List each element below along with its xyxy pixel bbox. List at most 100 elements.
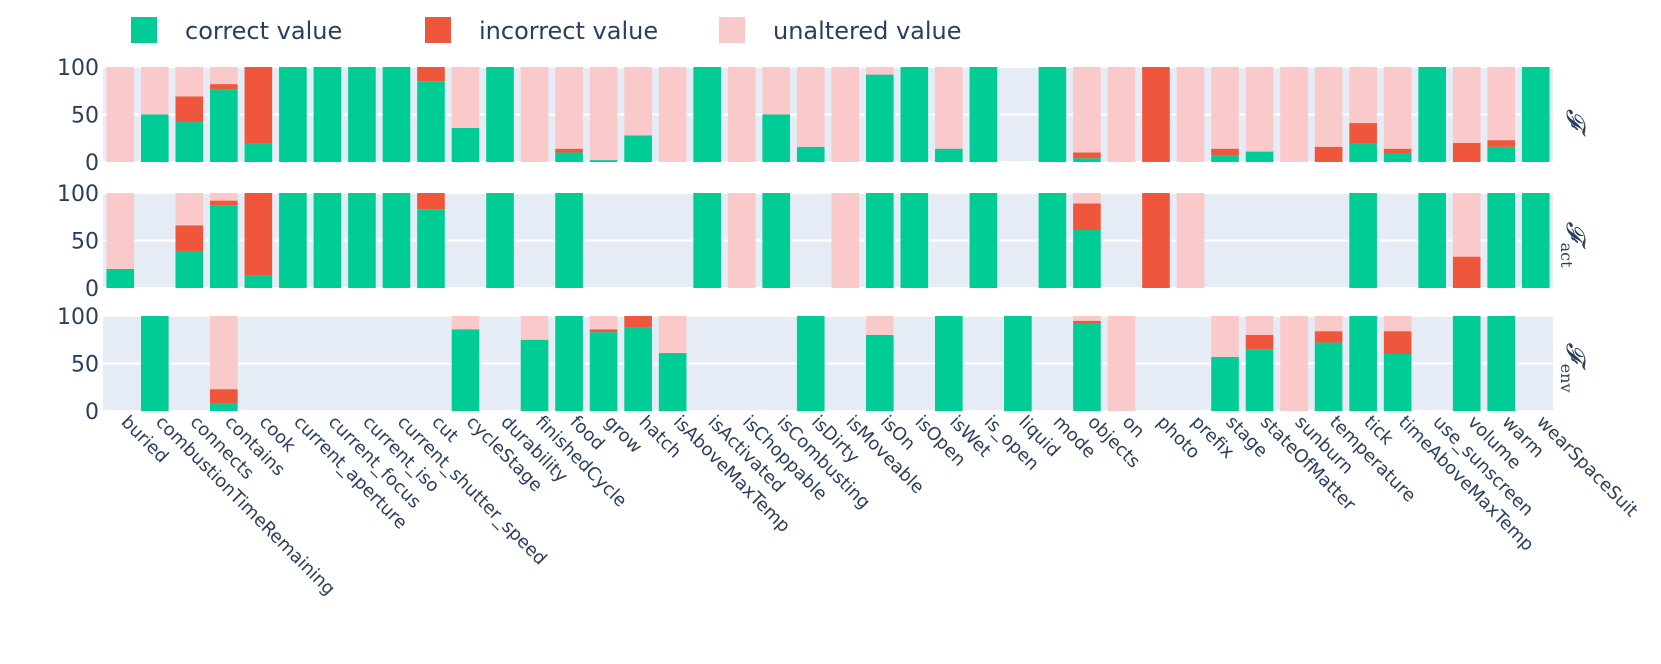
- bar-segment-grow-0: [589, 160, 618, 162]
- bar-segment-current_iso-0: [348, 67, 376, 162]
- bar-segment-current_focus-0: [313, 67, 342, 162]
- bar-segment-use_sunscreen-0: [1418, 193, 1446, 288]
- bar-segment-warm-2: [1487, 67, 1516, 141]
- bar-segment-stateOfMatter-1: [1245, 335, 1274, 350]
- bar-segment-stateOfMatter-0: [1245, 349, 1274, 411]
- legend-swatch-1: [425, 17, 451, 43]
- bar-segment-contains-1: [210, 200, 238, 206]
- bar-segment-objects-2: [1073, 193, 1101, 204]
- bar-segment-isOpen-0: [900, 193, 929, 288]
- bar-segment-finishedCycle-2: [520, 67, 549, 162]
- x-tick-label: grow: [600, 412, 646, 458]
- bar-segment-isAboveMaxTemp-2: [658, 316, 687, 354]
- bar-segment-finishedCycle-0: [520, 339, 549, 411]
- bar-segment-current_shutter_speed-0: [382, 193, 411, 288]
- panel-2: 0 50 100 𝓕env: [57, 305, 1590, 425]
- bar-segment-buried-2: [106, 67, 135, 162]
- bar-segment-stage-1: [1211, 148, 1239, 156]
- bar-segment-isAboveMaxTemp-0: [658, 353, 687, 411]
- bar-segment-isOn-2: [865, 316, 894, 335]
- bar-segment-grow-1: [589, 329, 618, 333]
- bar-segment-objects-2: [1073, 67, 1101, 153]
- bar-segment-hatch-0: [624, 327, 652, 411]
- bar-segment-isOn-0: [865, 193, 894, 288]
- legend-label-1: incorrect value: [479, 17, 658, 45]
- bar-segment-stateOfMatter-0: [1245, 151, 1274, 162]
- bar-segment-isActivated-0: [693, 193, 721, 288]
- bar-segment-objects-0: [1073, 158, 1101, 162]
- y-tick-label: 50: [71, 353, 99, 378]
- bar-segment-on-2: [1107, 67, 1136, 162]
- bar-segment-current_aperture-0: [279, 67, 307, 162]
- bar-segment-isChoppable-2: [727, 193, 756, 288]
- bar-segment-timeAboveMaxTemp-1: [1383, 331, 1412, 354]
- bar-segment-isOpen-0: [900, 67, 929, 162]
- bar-segment-stateOfMatter-2: [1245, 316, 1274, 335]
- bar-segment-durability-0: [486, 67, 514, 162]
- y-tick-label: 0: [85, 277, 99, 302]
- bar-segment-current_iso-0: [348, 193, 376, 288]
- panel-label-subscript: env: [1557, 364, 1576, 393]
- bar-segment-mode-0: [1038, 67, 1067, 162]
- bar-segment-isDirty-0: [796, 316, 825, 411]
- legend-label-0: correct value: [185, 17, 342, 45]
- bar-segment-food-1: [555, 148, 583, 153]
- bar-segment-stage-0: [1211, 155, 1239, 162]
- bar-segment-is_open-0: [969, 67, 998, 162]
- panel-label-2: 𝓕env: [1557, 342, 1590, 392]
- bar-segment-stage-2: [1211, 316, 1239, 357]
- bar-segment-stage-0: [1211, 356, 1239, 411]
- bar-segment-buried-0: [106, 269, 135, 288]
- bar-segment-cycleStage-2: [451, 316, 480, 330]
- bar-segment-food-0: [555, 316, 583, 411]
- bar-segment-combustionTimeRemaining-2: [140, 67, 169, 115]
- bar-segment-wearSpaceSuit-0: [1521, 193, 1550, 288]
- bar-segment-connects-0: [175, 122, 204, 162]
- bar-segment-tick-1: [1349, 123, 1377, 143]
- bar-segment-finishedCycle-2: [520, 316, 549, 340]
- bar-segment-is_open-0: [969, 193, 998, 288]
- y-tick-label: 0: [85, 400, 99, 425]
- bar-segment-tick-0: [1349, 193, 1377, 288]
- bar-segment-temperature-2: [1314, 67, 1343, 147]
- bar-segment-warm-0: [1487, 316, 1516, 411]
- bar-segment-isWet-0: [935, 148, 963, 162]
- bar-segment-temperature-0: [1314, 342, 1343, 411]
- bar-segment-isOn-2: [865, 67, 894, 75]
- bar-segment-cook-1: [244, 193, 273, 276]
- bar-segment-on-2: [1107, 316, 1136, 411]
- bar-segment-isDirty-2: [796, 67, 825, 147]
- bar-segment-warm-0: [1487, 146, 1516, 162]
- bar-segment-connects-1: [175, 225, 204, 252]
- bar-segment-cycleStage-0: [451, 127, 480, 162]
- panel-label-1: 𝓕act: [1557, 221, 1590, 268]
- bar-segment-contains-2: [210, 67, 238, 85]
- bar-segment-combustionTimeRemaining-0: [140, 114, 169, 162]
- bar-segment-hatch-2: [624, 67, 652, 136]
- bar-segment-isDirty-0: [796, 146, 825, 162]
- bar-segment-contains-0: [210, 403, 238, 411]
- bar-segment-connects-2: [175, 67, 204, 97]
- bar-segment-timeAboveMaxTemp-0: [1383, 153, 1412, 162]
- bar-segment-isWet-0: [935, 316, 963, 411]
- bar-segment-volume-2: [1452, 193, 1481, 257]
- bar-segment-food-0: [555, 152, 583, 162]
- bar-segment-photo-1: [1142, 67, 1170, 162]
- x-tick-label: wearSpaceSuit: [1532, 412, 1642, 522]
- bar-segment-connects-2: [175, 193, 204, 226]
- bar-segment-timeAboveMaxTemp-2: [1383, 67, 1412, 149]
- bar-segment-isCombusting-2: [762, 67, 791, 115]
- bar-segment-contains-1: [210, 84, 238, 90]
- legend-swatch-0: [131, 17, 157, 43]
- bar-segment-contains-1: [210, 389, 238, 404]
- bar-segment-grow-2: [589, 316, 618, 330]
- bar-segment-objects-1: [1073, 320, 1101, 324]
- bar-segment-prefix-2: [1176, 193, 1205, 288]
- panel-0: 0 50 100 𝓕: [57, 56, 1590, 176]
- bar-segment-timeAboveMaxTemp-2: [1383, 316, 1412, 332]
- bar-segment-food-0: [555, 193, 583, 288]
- bar-segment-tick-2: [1349, 67, 1377, 124]
- bar-segment-cut-1: [417, 193, 445, 210]
- bar-segment-warm-0: [1487, 193, 1516, 288]
